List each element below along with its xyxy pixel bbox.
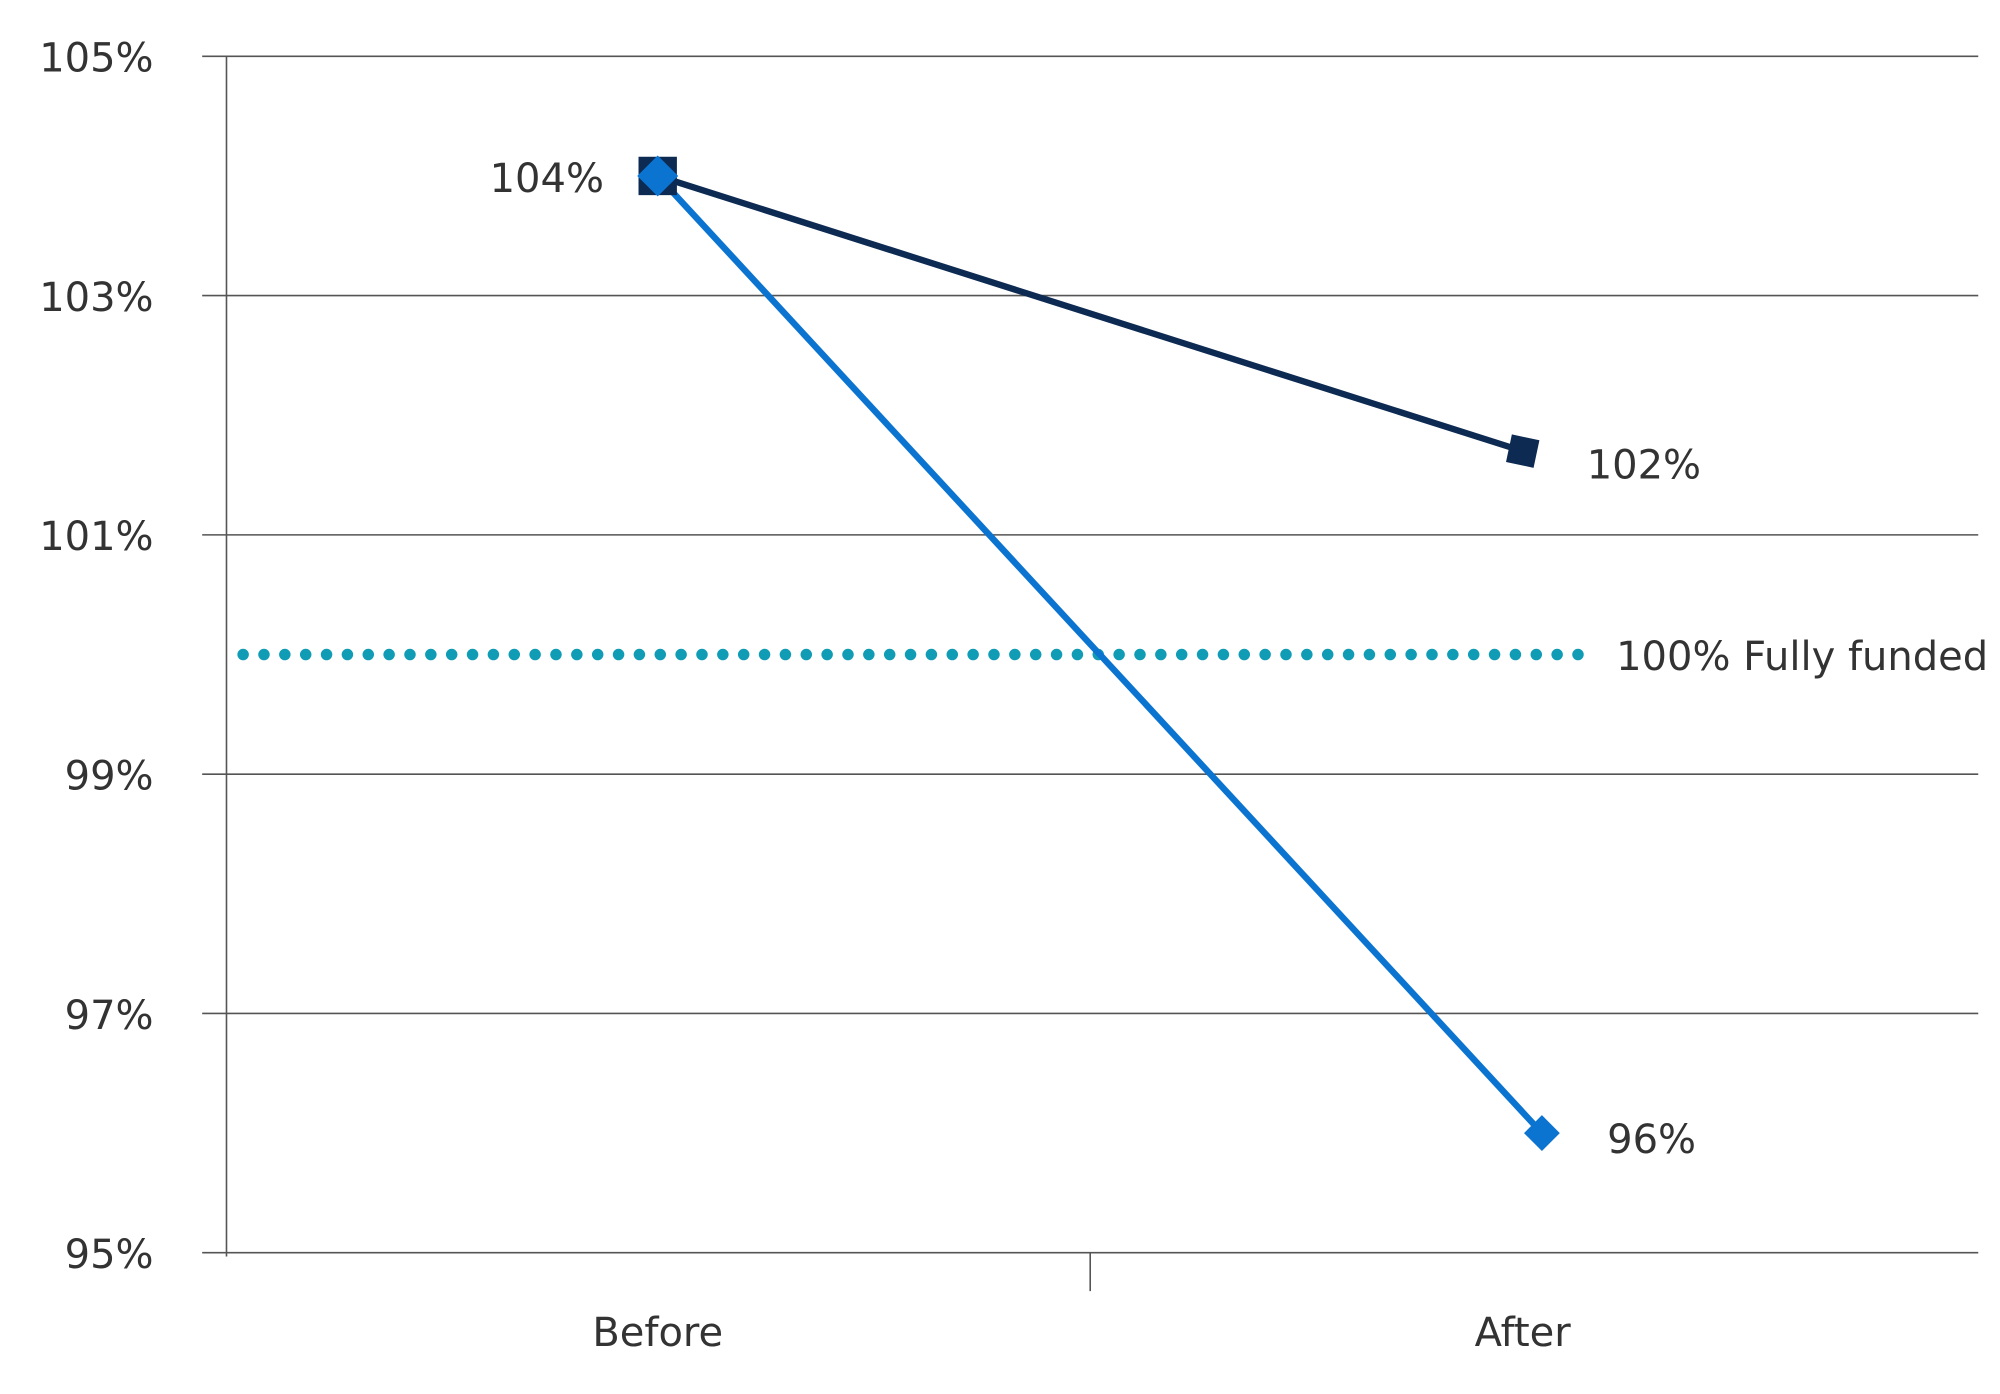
- diamond-marker: [1523, 1115, 1560, 1151]
- axes: [225, 56, 1092, 1292]
- x-category-label: After: [1475, 1310, 1572, 1356]
- y-tick-label: 99%: [65, 754, 154, 800]
- square-marker: [1506, 434, 1540, 468]
- y-tick-label: 105%: [39, 36, 153, 82]
- series-line: [655, 173, 1545, 1136]
- series-line: [656, 172, 1524, 455]
- y-tick-label: 97%: [65, 993, 154, 1039]
- labels-group: 95% 97% 99% 101% 103% 105% Before After 100% Ful…: [39, 36, 1988, 1356]
- diamond-marker: [637, 155, 679, 197]
- y-tick-label: 101%: [39, 514, 153, 560]
- data-label: 104%: [490, 156, 604, 202]
- series-group: [637, 155, 1560, 1151]
- x-category-label: Before: [592, 1310, 723, 1356]
- y-tick-label: 103%: [39, 275, 153, 321]
- reference-line-label: 100% Fully funded: [1616, 634, 1988, 680]
- y-tick-label: 95%: [65, 1232, 154, 1278]
- data-label: 96%: [1607, 1117, 1696, 1163]
- gridlines: [202, 55, 1979, 1254]
- data-label: 102%: [1587, 443, 1701, 489]
